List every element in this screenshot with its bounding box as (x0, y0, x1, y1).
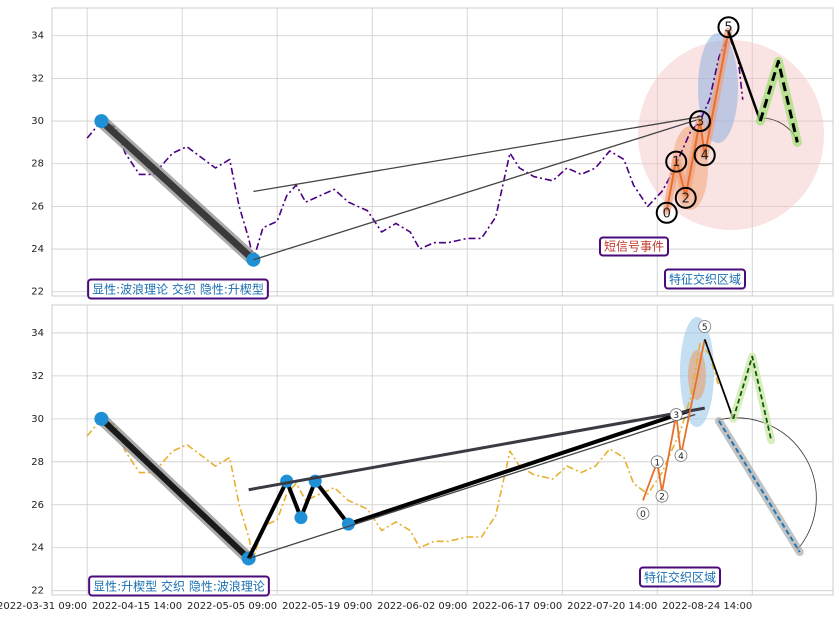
series-line (727, 31, 762, 122)
series-line (99, 416, 251, 561)
point-marker (94, 411, 109, 426)
wave-label-circle (655, 201, 678, 224)
annotation: 显性:波浪理论 交织 隐性:升楔型 (92, 282, 264, 297)
y-tick-label: 24 (31, 244, 44, 255)
y-tick-label: 28 (31, 159, 44, 170)
plot-area (51, 304, 834, 596)
wave-label-circle (650, 455, 664, 469)
panel (51, 304, 834, 596)
annotation: 短信号事件 (604, 240, 664, 254)
x-tick-label: 2022-06-17 09:00 (472, 601, 562, 612)
wave-label-circle (688, 110, 711, 133)
wave-label-circle (655, 489, 669, 503)
y-tick-label: 22 (31, 287, 44, 298)
wave-label: 1 (654, 458, 660, 468)
annotation-box (638, 566, 722, 588)
x-tick-label: 2022-06-02 09:00 (377, 601, 467, 612)
x-tick-label: 2022-04-15 14:00 (92, 601, 182, 612)
wave-label: 5 (702, 323, 708, 333)
annotation-box (598, 236, 670, 257)
wave-label-circle (717, 16, 740, 39)
wave-label: 2 (659, 493, 665, 503)
point-marker (294, 511, 308, 525)
y-tick-label: 30 (31, 116, 44, 127)
annotation-box (663, 268, 747, 290)
annotation: 特征交织区域 (669, 272, 741, 287)
wave-label-circle (693, 144, 716, 167)
x-tick-label: 2022-05-05 09:00 (187, 601, 277, 612)
x-tick-label: 2022-07-20 14:00 (567, 601, 657, 612)
y-tick-label: 32 (31, 73, 44, 84)
annotation: 特征交织区域 (644, 570, 716, 585)
series-line (253, 116, 701, 193)
wave-label-circle (674, 448, 688, 462)
y-tick-label: 28 (31, 457, 44, 468)
series-line (86, 342, 720, 560)
annotation: 显性:升楔型 交织 隐性:波浪理论 (93, 579, 265, 594)
series-line (758, 59, 799, 143)
series-line (665, 31, 730, 211)
wave-label: 1 (672, 155, 680, 170)
wave-label-circle (665, 150, 688, 173)
y-tick-label: 22 (31, 586, 44, 597)
wave-label: 2 (682, 191, 690, 206)
point-marker (246, 252, 261, 267)
y-tick-label: 30 (31, 414, 44, 425)
y-tick-label: 34 (31, 31, 44, 42)
point-marker (94, 114, 109, 129)
y-tick-label: 24 (31, 543, 44, 554)
x-tick-label: 2022-03-31 09:00 (0, 601, 87, 612)
wave-label: 5 (724, 21, 732, 36)
wave-label: 0 (640, 510, 646, 520)
point-marker (341, 517, 355, 531)
annotation-box (88, 575, 270, 597)
x-tick-label: 2022-05-19 09:00 (282, 601, 372, 612)
arc (717, 417, 817, 551)
series-line (253, 118, 701, 261)
series-line (703, 339, 735, 420)
wave-label-circle (669, 408, 683, 421)
wave-label-circle (636, 506, 650, 520)
y-tick-label: 26 (31, 500, 44, 511)
series-line (248, 406, 705, 492)
y-tick-label: 32 (31, 371, 44, 382)
wave-label: 3 (673, 411, 679, 421)
y-tick-label: 34 (31, 328, 44, 339)
x-tick-label: 2022-08-24 14:00 (662, 601, 752, 612)
series-line (718, 420, 801, 553)
series-line (99, 118, 256, 263)
wave-label: 4 (701, 149, 709, 164)
wave-label: 3 (696, 115, 704, 130)
series-line (248, 413, 696, 560)
annotation-box (87, 278, 269, 300)
series-line (642, 339, 706, 501)
series-line (246, 408, 692, 560)
wave-label: 4 (678, 452, 684, 462)
wave-label-circle (698, 320, 712, 333)
wave-label: 0 (663, 206, 671, 221)
series-line (732, 355, 773, 441)
wave-label-circle (674, 186, 697, 209)
y-tick-label: 26 (31, 201, 44, 212)
